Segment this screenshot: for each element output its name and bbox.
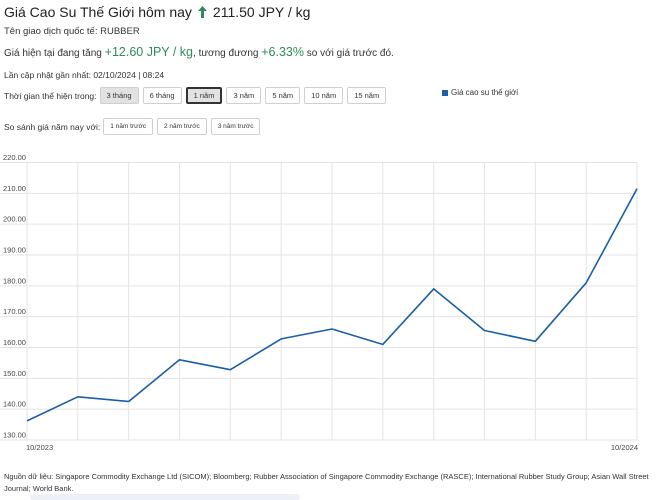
period-button-6-months[interactable]: 6 tháng xyxy=(142,87,182,104)
compare-button-3-years-ago[interactable]: 3 năm trước xyxy=(210,118,261,135)
price-chart[interactable]: 130.00 140.00 150.00 160.00 170.00 180.00 190.… xyxy=(0,150,657,460)
y-tick-label: 220.00 xyxy=(3,153,26,162)
y-tick-label: 190.00 xyxy=(3,246,26,255)
price-line xyxy=(26,188,638,422)
y-tick-label: 150.00 xyxy=(3,369,26,378)
change-line: Giá hiện tại đang tăng +12.60 JPY / kg, … xyxy=(4,45,394,59)
horizontal-gridlines xyxy=(0,162,637,441)
chart-legend[interactable]: Giá cao su thế giới xyxy=(442,88,518,97)
change-mid: , tương đương xyxy=(193,48,259,59)
y-tick-label: 210.00 xyxy=(3,184,26,193)
y-axis-ticks: 130.00 140.00 150.00 160.00 170.00 180.00 190.… xyxy=(3,153,26,440)
page-title: Giá Cao Su Thế Giới hôm nay xyxy=(4,4,192,20)
legend-label: Giá cao su thế giới xyxy=(451,88,519,97)
x-tick-label: 10/2024 xyxy=(611,443,638,452)
scrollbar[interactable] xyxy=(30,494,300,500)
period-button-5-years[interactable]: 5 năm xyxy=(265,87,301,104)
y-tick-label: 170.00 xyxy=(3,307,26,316)
period-button-15-years[interactable]: 15 năm xyxy=(347,87,387,104)
change-absolute: +12.60 JPY / kg xyxy=(104,45,194,59)
current-price: 211.50 JPY / kg xyxy=(212,4,311,20)
compare-selector: So sánh giá năm nay với: 1 năm trước 2 n… xyxy=(4,118,264,135)
x-tick-label: 10/2023 xyxy=(26,443,53,452)
source-note: Nguồn dữ liệu: Singapore Commodity Excha… xyxy=(4,472,649,493)
last-updated: Lần cập nhật gần nhất: 02/10/2024 | 08:2… xyxy=(4,70,165,80)
period-button-3-years[interactable]: 3 năm xyxy=(226,87,262,104)
y-tick-label: 130.00 xyxy=(3,431,26,440)
arrow-up-icon xyxy=(197,6,207,18)
y-tick-label: 140.00 xyxy=(3,400,26,409)
compare-label: So sánh giá năm nay với: xyxy=(4,121,101,132)
y-tick-label: 160.00 xyxy=(3,338,26,347)
vertical-gridlines xyxy=(26,162,638,440)
ticker-line: Tên giao dịch quốc tế: RUBBER xyxy=(4,26,140,37)
period-button-10-years[interactable]: 10 năm xyxy=(304,87,344,104)
change-suffix: so với giá trước đó. xyxy=(306,48,394,59)
compare-button-1-year-ago[interactable]: 1 năm trước xyxy=(103,118,154,135)
change-prefix: Giá hiện tại đang tăng xyxy=(4,48,102,59)
period-selector: Thời gian thể hiện trong: 3 tháng 6 thán… xyxy=(4,87,390,104)
period-label: Thời gian thể hiện trong: xyxy=(4,90,97,101)
y-tick-label: 200.00 xyxy=(3,215,26,224)
compare-button-2-years-ago[interactable]: 2 năm trước xyxy=(157,118,207,135)
legend-swatch xyxy=(442,89,448,96)
period-button-1-year[interactable]: 1 năm xyxy=(185,87,223,104)
page-title-row: Giá Cao Su Thế Giới hôm nay 211.50 JPY /… xyxy=(4,4,310,20)
change-percent: +6.33% xyxy=(261,45,304,59)
period-button-3-months[interactable]: 3 tháng xyxy=(99,87,139,104)
x-axis-ticks: 10/2023 10/2024 xyxy=(26,443,638,452)
y-tick-label: 180.00 xyxy=(3,276,26,285)
